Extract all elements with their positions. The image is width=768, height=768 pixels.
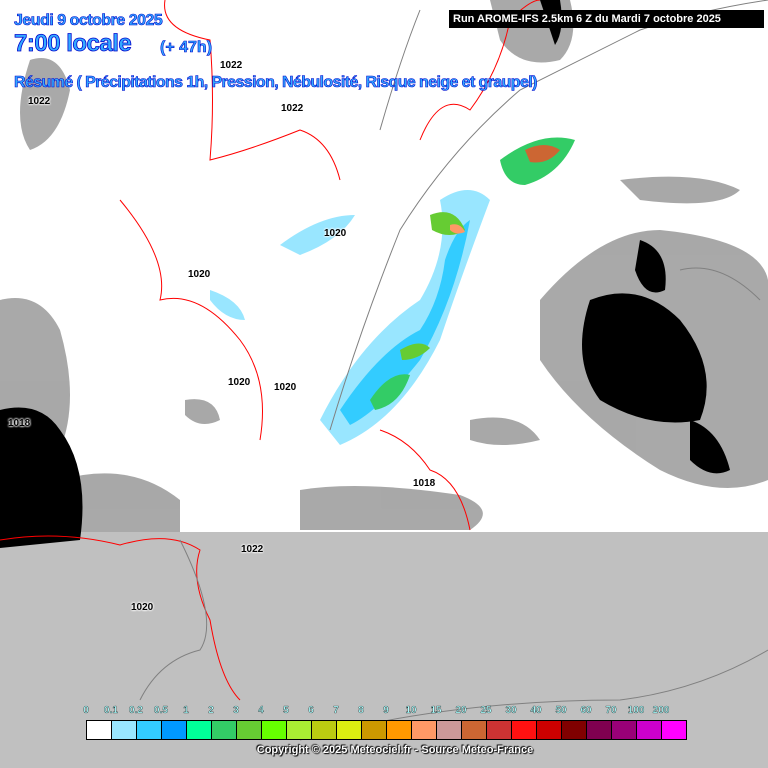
legend-tick-label: 0.5 (154, 705, 168, 716)
map-summary: Résumé ( Précipitations 1h, Pression, Né… (14, 74, 538, 92)
isobars-and-borders (0, 0, 541, 701)
legend-swatch (412, 721, 437, 739)
isobar-label: 1020 (188, 269, 211, 280)
legend-swatch (87, 721, 112, 739)
legend-tick-label: 5 (283, 705, 289, 716)
legend-swatch (387, 721, 412, 739)
legend-swatch (262, 721, 287, 739)
isobar-label: 1020 (324, 228, 347, 239)
isobar-label: 1020 (274, 382, 297, 393)
model-run: Run AROME-IFS 2.5km 6 Z du Mardi 7 octob… (449, 10, 764, 28)
legend-swatch (112, 721, 137, 739)
legend-swatch (437, 721, 462, 739)
forecast-date: Jeudi 9 octobre 2025 (14, 12, 163, 30)
legend-tick-label: 6 (308, 705, 314, 716)
legend-tick-label: 10 (405, 705, 417, 716)
legend-swatch (337, 721, 362, 739)
legend-swatch (212, 721, 237, 739)
legend-swatch (662, 721, 686, 739)
legend-swatch (537, 721, 562, 739)
legend-tick-label: 40 (530, 705, 542, 716)
legend-swatch (512, 721, 537, 739)
isobar-label: 1022 (220, 60, 243, 71)
legend-swatch (362, 721, 387, 739)
legend-swatch (562, 721, 587, 739)
legend-swatch (287, 721, 312, 739)
isobar-label: 1018 (413, 478, 436, 489)
isobar-label: 1022 (241, 544, 264, 555)
legend-swatch (312, 721, 337, 739)
legend-tick-label: 7 (333, 705, 339, 716)
legend-tick-label: 70 (605, 705, 617, 716)
legend-tick-label: 0.1 (104, 705, 118, 716)
legend-tick-label: 15 (430, 705, 442, 716)
legend-tick-label: 200 (652, 705, 670, 716)
legend-tick-label: 9 (383, 705, 389, 716)
legend-swatch (162, 721, 187, 739)
precipitation-legend (86, 720, 687, 740)
legend-tick-label: 20 (455, 705, 467, 716)
legend-tick-label: 1 (183, 705, 189, 716)
legend-swatch (237, 721, 262, 739)
legend-swatch (487, 721, 512, 739)
legend-swatch (612, 721, 637, 739)
forecast-lead: (+ 47h) (160, 39, 213, 57)
isobar-label: 1022 (281, 103, 304, 114)
isobar-label: 1022 (28, 96, 51, 107)
legend-swatch (587, 721, 612, 739)
forecast-time: 7:00 locale (14, 30, 133, 58)
legend-tick-label: 50 (555, 705, 567, 716)
isobar-label: 1020 (228, 377, 251, 388)
legend-tick-label: 4 (258, 705, 264, 716)
legend-swatch (187, 721, 212, 739)
legend-tick-label: 0.2 (129, 705, 143, 716)
legend-tick-label: 3 (233, 705, 239, 716)
precipitation (210, 137, 575, 445)
legend-tick-label: 0 (83, 705, 89, 716)
legend-tick-label: 25 (480, 705, 492, 716)
legend-tick-label: 60 (580, 705, 592, 716)
isobar-label: 1018 (8, 418, 31, 429)
isobar-label: 1020 (131, 602, 154, 613)
legend-swatch (637, 721, 662, 739)
copyright: Copyright © 2025 Meteociel.fr - Source M… (256, 744, 534, 756)
legend-tick-label: 30 (505, 705, 517, 716)
legend-tick-label: 8 (358, 705, 364, 716)
legend-swatch (462, 721, 487, 739)
legend-tick-label: 2 (208, 705, 214, 716)
legend-tick-label: 100 (627, 705, 645, 716)
legend-swatch (137, 721, 162, 739)
